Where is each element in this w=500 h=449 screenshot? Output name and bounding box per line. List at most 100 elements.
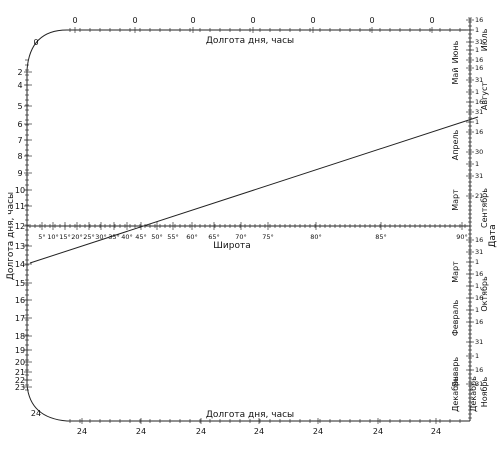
date-day-tick-label: 16 bbox=[475, 294, 483, 302]
latitude-tick-label: 50° bbox=[151, 233, 163, 241]
left-scale-tick-label: 16 bbox=[15, 296, 25, 305]
left-scale-tick-label: 4 bbox=[17, 81, 22, 90]
top-scale-tick-label: 0 bbox=[310, 16, 315, 25]
left-scale-tick-label: 13 bbox=[15, 242, 25, 251]
latitude-tick-label: 35° bbox=[108, 233, 120, 241]
date-day-tick-label: 21 bbox=[475, 192, 483, 200]
date-day-tick-label: 31 bbox=[475, 108, 483, 116]
date-day-tick-label: 31 bbox=[475, 248, 483, 256]
bottom-scale-tick-label: 24 bbox=[431, 427, 441, 436]
date-day-tick-label: 1 bbox=[475, 160, 479, 168]
date-inner-month-label: Февраль bbox=[451, 300, 460, 337]
date-outer-month-label: Октябрь bbox=[480, 276, 489, 312]
date-day-tick-label: 16 bbox=[475, 64, 483, 72]
left-scale-title: Долгота дня, часы bbox=[6, 192, 16, 280]
date-inner-month-label: Январь bbox=[451, 357, 460, 387]
left-scale-tick-label: 15 bbox=[15, 279, 25, 288]
latitude-tick-label: 75° bbox=[262, 233, 274, 241]
latitude-tick-label: 80° bbox=[310, 233, 322, 241]
left-scale-tick-label: 12 bbox=[15, 222, 25, 231]
date-day-tick-label: 16 bbox=[475, 98, 483, 106]
date-inner-month-label: Май bbox=[451, 67, 460, 84]
latitude-tick-label: 60° bbox=[186, 233, 198, 241]
date-outer-month-label: Август bbox=[480, 82, 489, 111]
date-day-tick-label: 1 bbox=[475, 46, 479, 54]
bottom-scale-title: Долгота дня, часы bbox=[206, 410, 294, 420]
top-scale-tick-label: 0 bbox=[190, 16, 195, 25]
date-outer-month-label: Сентябрь bbox=[480, 188, 489, 228]
corner-top-label: 0 bbox=[33, 38, 38, 47]
latitude-tick-label: 10° bbox=[47, 233, 59, 241]
bottom-scale-tick-label: 24 bbox=[77, 427, 87, 436]
date-inner-month-label: Март bbox=[451, 261, 460, 283]
date-inner-month-label: Апрель bbox=[451, 129, 460, 160]
date-day-tick-label: 16 bbox=[475, 56, 483, 64]
example-key-line bbox=[29, 116, 479, 264]
latitude-tick-label: 30° bbox=[95, 233, 107, 241]
date-day-tick-label: 16 bbox=[475, 366, 483, 374]
top-scale-tick-label: 0 bbox=[369, 16, 374, 25]
left-scale-tick-label: 19 bbox=[15, 346, 25, 355]
date-day-tick-label: 31 bbox=[475, 38, 483, 46]
left-scale-tick-label: 5 bbox=[17, 102, 22, 111]
date-day-tick-label: 31 bbox=[475, 172, 483, 180]
date-day-tick-label: 31 bbox=[475, 76, 483, 84]
date-scale-title: Дата bbox=[488, 224, 498, 247]
date-day-tick-label: 31 bbox=[475, 338, 483, 346]
bottom-scale-tick-label: 24 bbox=[254, 427, 264, 436]
left-scale-tick-label: 14 bbox=[15, 260, 25, 269]
left-scale-tick-label: 7 bbox=[17, 136, 22, 145]
latitude-tick-label: 15° bbox=[59, 233, 71, 241]
left-scale-tick-label: 8 bbox=[17, 152, 22, 161]
date-day-tick-label: 1 bbox=[475, 88, 479, 96]
top-scale-tick-label: 0 bbox=[72, 16, 77, 25]
left-scale-tick-label: 6 bbox=[17, 120, 22, 129]
date-inner-month-label: Март bbox=[451, 189, 460, 211]
left-scale-tick-label: 9 bbox=[17, 169, 22, 178]
latitude-tick-label: 5° bbox=[38, 233, 45, 241]
left-scale-tick-label: 2 bbox=[17, 68, 22, 77]
left-scale-tick-label: 17 bbox=[15, 314, 25, 323]
left-scale-tick-label: 18 bbox=[15, 332, 25, 341]
top-scale-title: Долгота дня, часы bbox=[206, 36, 294, 46]
date-outer-month-label: Декабрь bbox=[469, 376, 478, 412]
date-day-tick-label: 1 bbox=[475, 258, 479, 266]
latitude-scale-title: Широта bbox=[213, 241, 250, 251]
latitude-tick-label: 20° bbox=[71, 233, 83, 241]
left-scale-tick-label: 20 bbox=[15, 358, 25, 367]
date-inner-month-label: Июнь bbox=[451, 40, 460, 63]
top-scale-tick-label: 0 bbox=[132, 16, 137, 25]
date-inner-month-label: Декабрь bbox=[451, 376, 460, 412]
latitude-tick-label: 65° bbox=[208, 233, 220, 241]
date-outer-month-label: Июль bbox=[480, 28, 489, 51]
bottom-scale-tick-label: 24 bbox=[136, 427, 146, 436]
latitude-tick-label: 90° bbox=[456, 233, 468, 241]
corner-bottom-label: 24 bbox=[31, 409, 41, 418]
left-scale-tick-label: 23 bbox=[15, 383, 25, 392]
left-scale-tick-label: 22 bbox=[15, 376, 25, 385]
date-day-tick-label: 16 bbox=[475, 128, 483, 136]
bottom-scale-tick-label: 24 bbox=[313, 427, 323, 436]
date-day-tick-label: 31 bbox=[475, 380, 483, 388]
top-scale-tick-label: 0 bbox=[250, 16, 255, 25]
date-day-tick-label: 16 bbox=[475, 270, 483, 278]
bottom-scale-tick-label: 24 bbox=[196, 427, 206, 436]
latitude-tick-label: 85° bbox=[375, 233, 387, 241]
latitude-tick-label: 40° bbox=[121, 233, 133, 241]
date-day-tick-label: 16 bbox=[475, 236, 483, 244]
scale-labels: 0 0 0 0 0 0 024 24 24 24 24 24 242456789101112131415… bbox=[15, 16, 489, 436]
date-day-tick-label: 1 bbox=[475, 26, 479, 34]
left-scale-tick-label: 21 bbox=[15, 368, 25, 377]
date-day-tick-label: 1 bbox=[475, 118, 479, 126]
top-scale-tick-label: 0 bbox=[429, 16, 434, 25]
latitude-tick-label: 55° bbox=[167, 233, 179, 241]
left-scale-tick-label: 10 bbox=[15, 186, 25, 195]
latitude-tick-label: 25° bbox=[83, 233, 95, 241]
date-day-tick-label: 30 bbox=[475, 148, 483, 156]
date-day-tick-label: 16 bbox=[475, 318, 483, 326]
latitude-tick-label: 70° bbox=[235, 233, 247, 241]
date-day-tick-label: 1 bbox=[475, 306, 479, 314]
left-scale-tick-label: 11 bbox=[15, 202, 25, 211]
date-outer-month-label: Ноябрь bbox=[480, 376, 489, 407]
